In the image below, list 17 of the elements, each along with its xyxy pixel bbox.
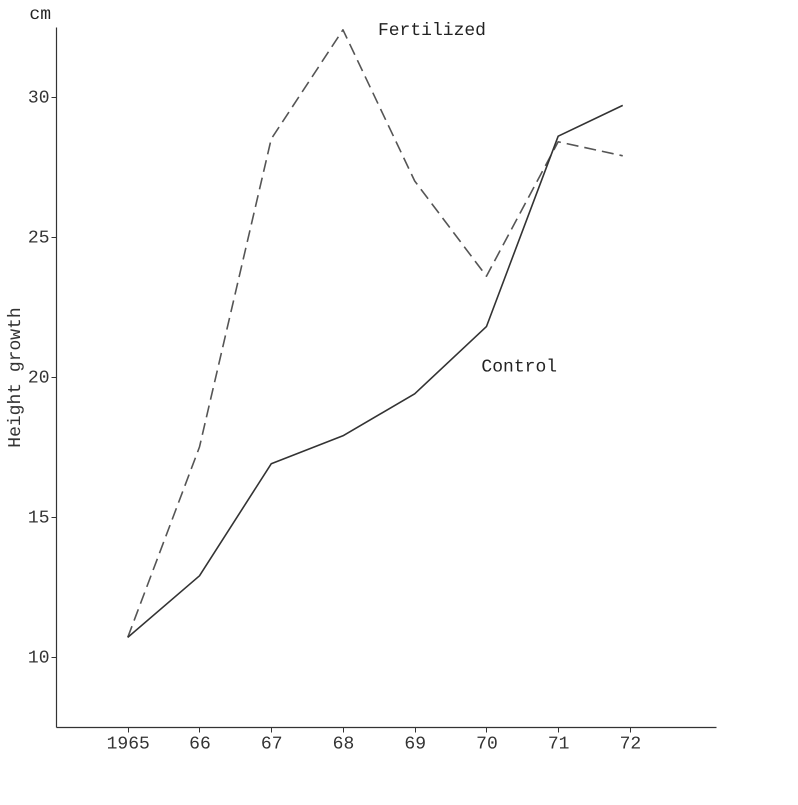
x-tick-label: 66 (189, 734, 211, 754)
x-tick-label: 67 (260, 734, 283, 754)
series-label: Control (481, 358, 558, 378)
y-tick-label: 20 (28, 368, 50, 388)
y-tick-label: 25 (28, 228, 50, 248)
x-tick-label: 71 (548, 734, 570, 754)
y-tick-label: 10 (28, 648, 50, 668)
series-label: Fertilized (378, 20, 486, 41)
y-tick-label: 30 (28, 88, 50, 108)
x-tick-label: 72 (620, 734, 642, 754)
x-tick-label: 68 (332, 734, 354, 754)
text: cm (29, 5, 51, 25)
x-tick-label: 1965 (106, 734, 150, 754)
y-axis-title: Height growth (6, 307, 26, 448)
x-tick-label: 69 (404, 734, 426, 754)
x-tick-label: 70 (476, 734, 498, 754)
y-tick-label: 15 (28, 508, 50, 528)
